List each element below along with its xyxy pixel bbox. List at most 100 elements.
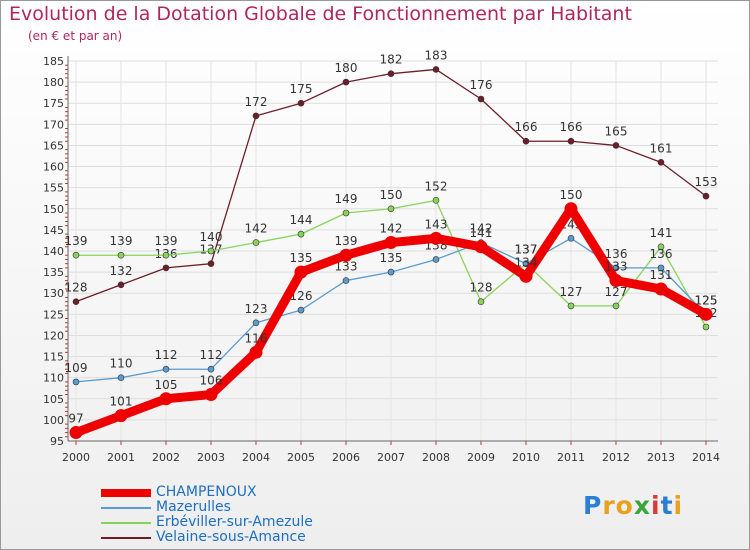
data-label: 127	[605, 285, 628, 299]
data-label: 176	[470, 78, 493, 92]
y-tick-label: 135	[43, 266, 64, 279]
legend-label-champenoux: CHAMPENOUX	[156, 484, 257, 500]
data-label: 127	[560, 285, 583, 299]
y-tick-label: 170	[43, 118, 64, 131]
data-label: 166	[560, 120, 583, 134]
x-tick-label: 2004	[242, 451, 270, 464]
x-tick-label: 2009	[467, 451, 495, 464]
legend-swatch-champenoux	[101, 489, 151, 497]
data-label: 135	[380, 251, 403, 265]
data-point	[612, 302, 620, 310]
chart-title: Evolution de la Dotation Globale de Fonc…	[9, 3, 632, 25]
data-label: 110	[110, 357, 133, 371]
data-point	[114, 409, 128, 423]
logo-letter: i	[651, 491, 661, 520]
data-point	[432, 256, 440, 263]
data-point	[72, 298, 80, 305]
x-tick-label: 2010	[512, 451, 540, 464]
data-point	[609, 274, 623, 288]
data-point	[204, 388, 218, 402]
y-tick-label: 105	[43, 393, 64, 406]
x-tick-label: 2011	[557, 451, 585, 464]
data-label: 143	[425, 217, 448, 231]
data-point	[612, 142, 620, 149]
data-point	[699, 307, 713, 321]
data-label: 133	[335, 260, 358, 274]
data-point	[702, 323, 710, 331]
data-label: 109	[65, 361, 88, 375]
data-label: 136	[605, 247, 628, 261]
x-tick-label: 2005	[287, 451, 315, 464]
y-tick-label: 110	[43, 372, 64, 385]
x-tick-label: 2002	[152, 451, 180, 464]
data-point	[432, 197, 440, 204]
data-point	[207, 260, 215, 267]
data-label: 135	[290, 251, 313, 265]
data-point	[249, 345, 263, 359]
data-label: 139	[110, 234, 133, 248]
data-point	[702, 192, 710, 200]
x-tick-label: 2006	[332, 451, 360, 464]
data-label: 161	[650, 141, 673, 155]
data-point	[69, 426, 83, 440]
y-tick-label: 155	[43, 182, 64, 195]
data-point	[297, 230, 305, 238]
data-label: 131	[650, 268, 673, 282]
y-tick-label: 140	[43, 245, 64, 258]
data-label: 150	[380, 188, 403, 202]
legend-swatch-velaine	[101, 537, 151, 539]
data-label: 133	[605, 260, 628, 274]
data-label: 144	[290, 213, 313, 227]
data-point	[297, 306, 305, 314]
data-label: 150	[560, 188, 583, 202]
data-point	[522, 137, 530, 145]
data-point	[657, 243, 665, 251]
data-label: 180	[335, 61, 358, 75]
x-tick-label: 2007	[377, 451, 405, 464]
data-label: 152	[425, 179, 448, 193]
data-label: 165	[605, 124, 628, 138]
data-point	[474, 240, 488, 254]
data-point	[294, 265, 308, 279]
data-label: 182	[380, 53, 403, 67]
data-label: 106	[200, 374, 223, 388]
data-label: 140	[200, 230, 223, 244]
chart-subtitle: (en € et par an)	[28, 29, 123, 43]
legend-label-erbeviller: Erbéviller-sur-Amezule	[156, 514, 313, 530]
data-point	[252, 239, 260, 246]
data-label: 166	[515, 120, 538, 134]
x-tick-label: 2013	[647, 451, 675, 464]
x-tick-label: 2014	[692, 451, 720, 464]
y-tick-label: 115	[43, 351, 64, 364]
data-label: 97	[68, 412, 83, 426]
logo-letter: r	[602, 491, 616, 520]
logo-letter: P	[583, 491, 603, 520]
data-label: 116	[245, 331, 268, 345]
data-label: 132	[110, 264, 133, 278]
data-point	[654, 282, 668, 296]
x-tick-label: 2001	[107, 451, 135, 464]
x-tick-label: 2003	[197, 451, 225, 464]
data-label: 172	[245, 95, 268, 109]
data-label: 141	[650, 226, 673, 240]
data-point	[657, 264, 665, 272]
data-point	[564, 202, 578, 216]
data-point	[117, 281, 125, 289]
data-label: 126	[290, 289, 313, 303]
data-point	[207, 365, 215, 373]
y-tick-label: 180	[43, 76, 64, 89]
data-point	[252, 319, 260, 327]
data-point	[72, 251, 80, 259]
y-tick-label: 165	[43, 139, 64, 152]
data-point	[162, 251, 170, 259]
y-tick-label: 95	[50, 435, 64, 448]
data-label: 105	[155, 378, 178, 392]
data-point	[252, 112, 260, 120]
data-label: 125	[695, 293, 718, 307]
data-point	[387, 268, 395, 276]
data-point	[477, 95, 485, 103]
y-tick-label: 160	[43, 161, 64, 174]
data-point	[162, 365, 170, 373]
data-label: 141	[470, 226, 493, 240]
